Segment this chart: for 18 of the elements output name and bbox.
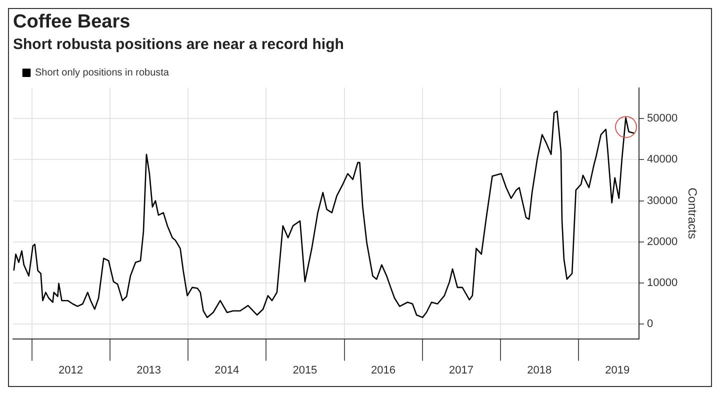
x-tick-label: 2014 <box>214 364 240 376</box>
y-tick-label: 10000 <box>647 276 678 289</box>
x-tick-label: 2017 <box>449 364 474 376</box>
x-tick-label: 2019 <box>605 364 630 376</box>
x-tick-label: 2016 <box>370 364 396 376</box>
y-axis-title: Contracts <box>685 188 700 239</box>
y-tick-label: 30000 <box>647 194 678 207</box>
chart-title: Coffee Bears <box>13 12 130 33</box>
legend-label: Short only positions in robusta <box>35 68 170 79</box>
y-tick-label: 40000 <box>647 154 678 166</box>
y-tick-label: 50000 <box>647 112 678 125</box>
x-tick-label: 2013 <box>136 364 162 376</box>
x-tick-label: 2015 <box>292 364 318 376</box>
y-tick-label: 20000 <box>647 236 678 248</box>
x-tick-label: 2018 <box>527 364 552 376</box>
y-tick-label: 0 <box>647 318 654 330</box>
x-tick-label: 2012 <box>58 364 83 376</box>
chart-subtitle: Short robusta positions are near a record high <box>13 36 344 53</box>
